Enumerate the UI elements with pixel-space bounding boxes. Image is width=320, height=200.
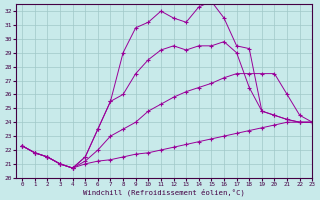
X-axis label: Windchill (Refroidissement éolien,°C): Windchill (Refroidissement éolien,°C)	[83, 188, 245, 196]
